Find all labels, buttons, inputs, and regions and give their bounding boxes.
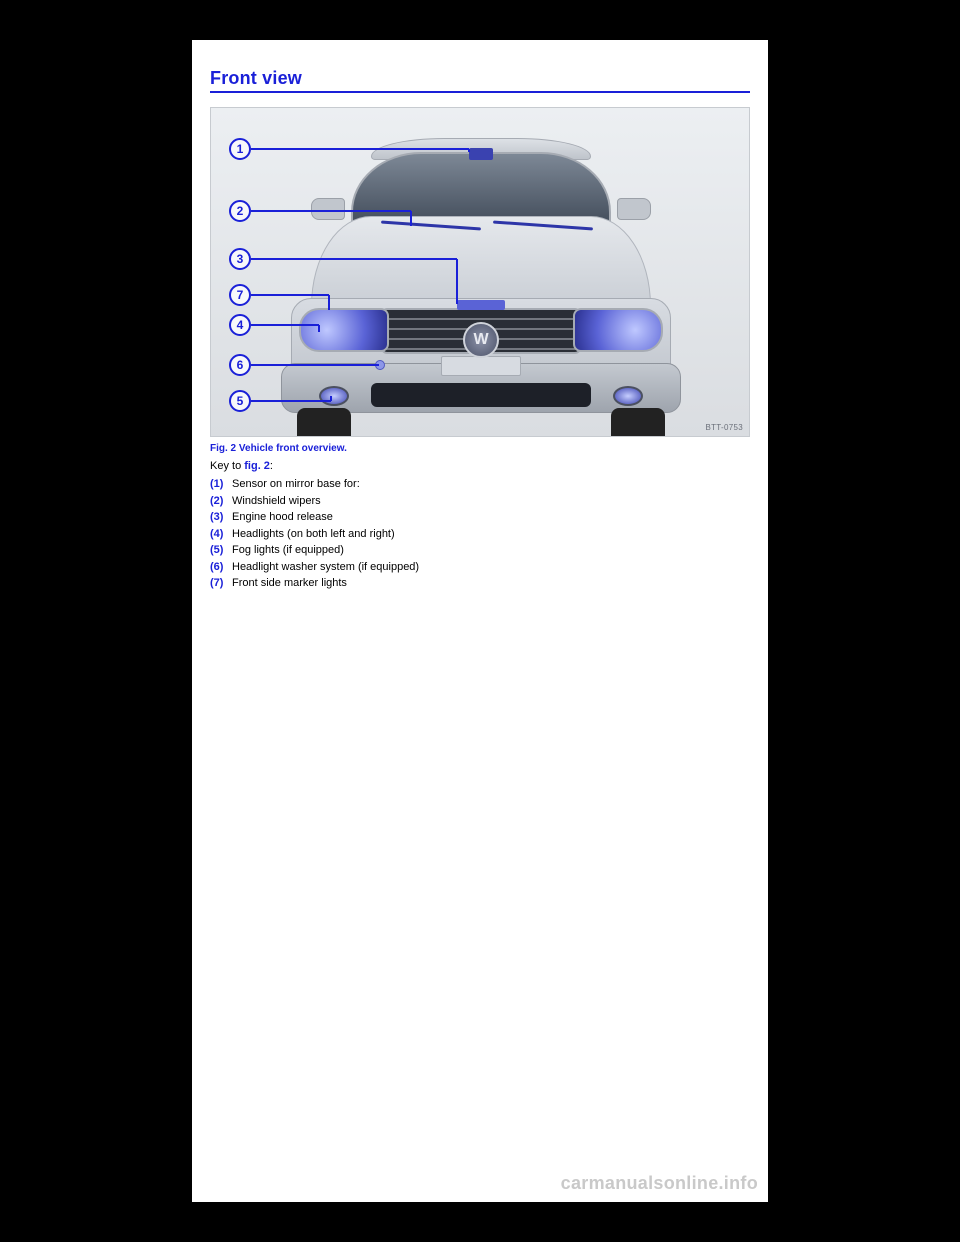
- title-underline: [210, 91, 750, 93]
- lead-line: [251, 294, 329, 296]
- lead-line: [410, 211, 412, 226]
- manual-page: Front view W 1 2 3 7 4 6 5 BTT-0753: [192, 40, 768, 1202]
- key-item-number: (4): [210, 526, 232, 543]
- lead-line: [468, 149, 470, 152]
- key-item-text: Headlights (on both left and right): [232, 526, 395, 543]
- key-suffix: :: [270, 460, 273, 472]
- key-item-text: Engine hood release: [232, 509, 333, 526]
- key-item: (4)Headlights (on both left and right): [210, 526, 750, 543]
- callout-4: 4: [229, 314, 251, 336]
- mirror-left: [311, 198, 345, 220]
- key-item-number: (7): [210, 575, 232, 592]
- key-item-text: Fog lights (if equipped): [232, 542, 344, 559]
- key-item-text: Sensor on mirror base for:: [232, 476, 360, 493]
- callout-7: 7: [229, 284, 251, 306]
- lead-line: [251, 324, 319, 326]
- lead-line: [318, 325, 320, 332]
- figure-code: BTT-0753: [705, 423, 743, 432]
- headlight-left: [299, 308, 389, 352]
- key-item: (5)Fog lights (if equipped): [210, 542, 750, 559]
- wheel-left: [297, 408, 351, 436]
- page-title: Front view: [210, 68, 750, 89]
- fog-light-right: [613, 386, 643, 406]
- mirror-sensor: [469, 148, 493, 160]
- key-item-number: (5): [210, 542, 232, 559]
- key-item: (6)Headlight washer system (if equipped): [210, 559, 750, 576]
- key-item-text: Front side marker lights: [232, 575, 347, 592]
- key-item-number: (6): [210, 559, 232, 576]
- figure-caption: Fig. 2 Vehicle front overview.: [210, 443, 750, 454]
- callout-5: 5: [229, 390, 251, 412]
- figure-vehicle-front: W 1 2 3 7 4 6 5 BTT-0753: [210, 107, 750, 437]
- lead-line: [328, 295, 330, 310]
- lead-line: [251, 400, 331, 402]
- key-prefix: Key to: [210, 460, 244, 472]
- key-list: (1)Sensor on mirror base for:(2)Windshie…: [210, 476, 750, 592]
- key-item-number: (2): [210, 493, 232, 510]
- lower-grille: [371, 383, 591, 407]
- callout-2: 2: [229, 200, 251, 222]
- hood-release: [457, 300, 505, 310]
- key-item: (2)Windshield wipers: [210, 493, 750, 510]
- key-item-number: (1): [210, 476, 232, 493]
- key-item-text: Windshield wipers: [232, 493, 321, 510]
- callout-3: 3: [229, 248, 251, 270]
- vw-badge: W: [463, 322, 499, 358]
- lead-line: [251, 210, 411, 212]
- license-plate: [441, 356, 521, 376]
- key-ref: fig. 2: [244, 460, 270, 472]
- lead-line: [251, 258, 457, 260]
- watermark: carmanualsonline.info: [561, 1173, 758, 1194]
- key-item: (1)Sensor on mirror base for:: [210, 476, 750, 493]
- lead-line: [330, 396, 332, 401]
- grille-slat: [383, 318, 579, 320]
- lead-line: [456, 259, 458, 304]
- fog-light-left: [319, 386, 349, 406]
- lead-line: [251, 364, 379, 366]
- key-heading: Key to fig. 2:: [210, 460, 750, 472]
- key-item-number: (3): [210, 509, 232, 526]
- key-item: (7)Front side marker lights: [210, 575, 750, 592]
- key-item: (3)Engine hood release: [210, 509, 750, 526]
- headlight-right: [573, 308, 663, 352]
- callout-6: 6: [229, 354, 251, 376]
- lead-line: [251, 148, 469, 150]
- key-item-text: Headlight washer system (if equipped): [232, 559, 419, 576]
- mirror-right: [617, 198, 651, 220]
- callout-1: 1: [229, 138, 251, 160]
- wheel-right: [611, 408, 665, 436]
